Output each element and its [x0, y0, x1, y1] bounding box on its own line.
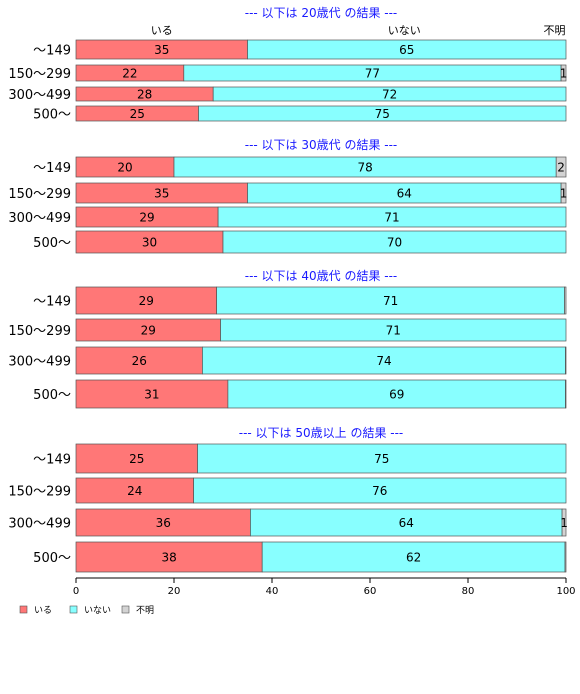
data-label: 75 — [374, 452, 389, 466]
data-label: 1 — [560, 187, 568, 201]
data-label: 29 — [139, 294, 154, 308]
data-label: 64 — [397, 187, 412, 201]
data-label: 77 — [365, 67, 380, 81]
bar-segment — [216, 286, 565, 315]
category-label: 300～499 — [8, 517, 71, 532]
bar-segment — [247, 39, 567, 60]
data-label: 30 — [142, 236, 157, 250]
bar-segment — [197, 443, 567, 474]
data-label: 25 — [129, 452, 144, 466]
data-label: 64 — [399, 516, 414, 530]
data-label: 62 — [406, 551, 421, 565]
category-label: 500～ — [33, 551, 71, 566]
bar-segment — [555, 156, 567, 178]
legend-swatch — [69, 605, 78, 614]
category-label: 500～ — [33, 388, 71, 403]
bar-segment — [561, 508, 567, 537]
legend-label: いる — [34, 605, 52, 616]
category-label: ～149 — [33, 44, 71, 59]
x-tick-label: 80 — [462, 586, 475, 597]
category-label: ～149 — [33, 295, 71, 310]
category-label: 500～ — [33, 236, 71, 251]
data-label: 70 — [387, 236, 402, 250]
data-label: 78 — [357, 161, 372, 175]
category-label: 500～ — [33, 108, 71, 123]
x-tick-label: 100 — [556, 586, 575, 597]
data-label: 71 — [383, 294, 398, 308]
bar-segment — [193, 477, 567, 504]
legend-label: いない — [84, 605, 111, 616]
data-label: 69 — [389, 388, 404, 402]
category-label: ～149 — [33, 453, 71, 468]
bar-segment — [217, 206, 567, 228]
data-label: 38 — [161, 551, 176, 565]
bar-segment — [565, 346, 567, 375]
data-label: 76 — [372, 484, 387, 498]
x-tick-label: 20 — [168, 586, 181, 597]
data-label: 74 — [376, 354, 391, 368]
bar-segment — [222, 230, 567, 254]
category-label: 300～499 — [8, 355, 71, 370]
legend-swatch — [19, 605, 28, 614]
data-label: 28 — [137, 88, 152, 102]
data-label: 71 — [384, 211, 399, 225]
data-label: 29 — [139, 211, 154, 225]
header-label: 不明 — [544, 24, 566, 37]
bar-segment — [565, 379, 567, 409]
bar-segment — [220, 318, 567, 342]
bar-segment — [75, 346, 203, 375]
bar-segment — [261, 541, 566, 573]
data-label: 31 — [144, 388, 159, 402]
legend-swatch — [121, 605, 130, 614]
x-tick-label: 60 — [364, 586, 377, 597]
panel-title: --- 以下は 50歳以上 の結果 --- — [239, 426, 404, 440]
panel-title: --- 以下は 30歳代 の結果 --- — [245, 138, 398, 152]
bar-segment — [75, 508, 251, 537]
bar-segment — [75, 477, 194, 504]
legend-label: 不明 — [136, 605, 154, 616]
data-label: 20 — [117, 161, 132, 175]
data-label: 26 — [132, 354, 147, 368]
category-label: 150～299 — [8, 324, 71, 339]
data-label: 29 — [141, 324, 156, 338]
category-label: 150～299 — [8, 485, 71, 500]
data-label: 71 — [386, 324, 401, 338]
data-label: 75 — [375, 107, 390, 121]
bar-segment — [75, 286, 217, 315]
bar-segment — [202, 346, 566, 375]
x-tick-label: 40 — [266, 586, 279, 597]
bar-segment — [75, 541, 263, 573]
category-label: 150～299 — [8, 187, 71, 202]
bar-segment — [250, 508, 563, 537]
bar-segment — [560, 182, 567, 204]
category-label: 150～299 — [8, 67, 71, 82]
panel-title: --- 以下は 40歳代 の結果 --- — [245, 269, 398, 283]
data-label: 25 — [130, 107, 145, 121]
data-label: 1 — [560, 516, 568, 530]
bar-segment — [564, 286, 567, 315]
category-label: 300～499 — [8, 88, 71, 103]
bar-segment — [198, 105, 567, 122]
data-label: 36 — [156, 516, 171, 530]
data-label: 22 — [122, 67, 137, 81]
data-label: 35 — [154, 43, 169, 57]
data-label: 1 — [560, 67, 568, 81]
bar-segment — [75, 443, 198, 474]
header-label: いない — [388, 24, 421, 37]
data-label: 2 — [557, 161, 565, 175]
x-tick-label: 0 — [73, 586, 79, 597]
category-label: 300～499 — [8, 211, 71, 226]
data-label: 72 — [382, 88, 397, 102]
bar-segment — [564, 541, 567, 573]
bar-segment — [560, 64, 567, 82]
panel-title: --- 以下は 20歳代 の結果 --- — [245, 6, 398, 20]
bar-segment — [75, 379, 229, 409]
category-label: ～149 — [33, 161, 71, 176]
data-label: 65 — [399, 43, 414, 57]
header-label: いる — [151, 24, 173, 37]
bar-segment — [212, 86, 567, 102]
data-label: 24 — [127, 484, 142, 498]
data-label: 35 — [154, 187, 169, 201]
